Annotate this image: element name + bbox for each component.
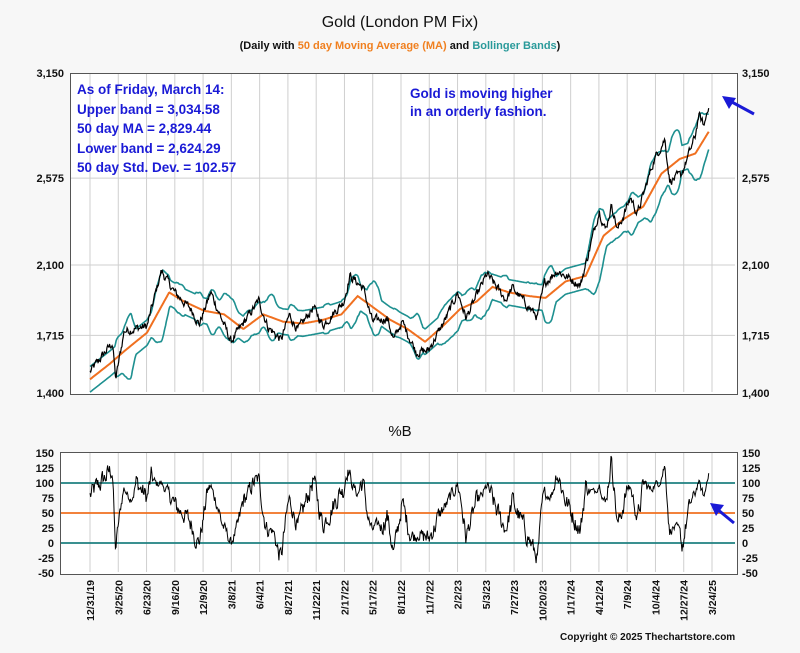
- percent-b-tick-label-right: 0: [742, 538, 748, 550]
- x-tick-label: 6/4/21: [255, 580, 267, 609]
- percent-b-tick-label-right: 75: [742, 493, 754, 505]
- x-tick-label: 2/17/22: [339, 580, 351, 615]
- price-tick-label-right: 3,150: [742, 68, 770, 80]
- percent-b-tick-label-left: 125: [36, 463, 54, 475]
- percent-b-tick-label-right: 100: [742, 478, 760, 490]
- stats-line-upper: Upper band = 3,034.58: [77, 101, 220, 117]
- percent-b-arrow-shaft: [716, 507, 735, 525]
- price-tick-label-right: 2,100: [742, 260, 770, 272]
- x-tick-label: 12/9/20: [198, 580, 210, 615]
- percent-b-tick-label-right: 25: [742, 523, 754, 535]
- moving-average-line: [89, 131, 710, 381]
- chart-subtitle: (Daily with 50 day Moving Average (MA) a…: [0, 40, 800, 52]
- price-tick-label-left: 1,400: [36, 388, 64, 400]
- x-tick-label: 3/24/25: [707, 580, 719, 615]
- percent-b-tick-label-left: 0: [48, 538, 54, 550]
- x-tick-label: 12/31/19: [85, 580, 97, 621]
- price-panel: [70, 73, 738, 395]
- x-tick-label: 11/22/21: [311, 580, 323, 620]
- percent-b-tick-label-left: 50: [42, 508, 54, 520]
- upper-bollinger-band-line: [89, 112, 709, 368]
- percent-b-tick-label-left: 100: [36, 478, 54, 490]
- percent-b-arrow-head: [710, 503, 724, 516]
- x-tick-label: 9/16/20: [170, 580, 182, 615]
- percent-b-tick-label-right: -50: [742, 568, 758, 580]
- gold-price-line: [89, 107, 710, 379]
- trend-note-line-2: in an orderly fashion.: [410, 104, 547, 119]
- stats-line-date: As of Friday, March 14:: [77, 82, 225, 97]
- percent-b-tick-label-left: 75: [42, 493, 54, 505]
- percent-b-tick-label-right: -25: [742, 553, 758, 565]
- price-arrow-head: [722, 96, 736, 109]
- stats-line-ma: 50 day MA = 2,829.44: [77, 121, 212, 136]
- percent-b-tick-label-right: 150: [742, 448, 760, 460]
- price-tick-label-right: 1,715: [742, 330, 770, 342]
- price-tick-label-right: 2,575: [742, 173, 770, 185]
- price-arrow-shaft: [729, 99, 755, 116]
- x-tick-label: 5/17/22: [368, 580, 380, 615]
- stats-line-lower: Lower band = 2,624.29: [77, 140, 221, 156]
- x-tick-label: 3/25/20: [113, 580, 125, 615]
- x-tick-label: 6/23/20: [142, 580, 154, 615]
- subtitle-prefix: (Daily with: [239, 40, 298, 52]
- price-tick-label-right: 1,400: [742, 388, 770, 400]
- subtitle-mid: and: [446, 40, 473, 52]
- percent-b-line: [89, 455, 710, 564]
- price-tick-label-left: 3,150: [36, 68, 64, 80]
- lower-bollinger-band-line: [89, 149, 710, 393]
- subtitle-ma: 50 day Moving Average (MA): [297, 40, 447, 52]
- stats-line-stddev: 50 day Std. Dev. = 102.57: [77, 160, 237, 175]
- x-tick-label: 4/12/24: [594, 580, 606, 615]
- percent-b-tick-label-right: 125: [742, 463, 760, 475]
- percent-b-title: %B: [388, 423, 412, 440]
- x-tick-label: 10/4/24: [650, 580, 662, 615]
- percent-b-tick-label-left: -50: [38, 568, 54, 580]
- x-tick-label: 5/3/23: [481, 580, 493, 609]
- x-tick-label: 8/11/22: [396, 580, 408, 615]
- x-tick-label: 7/27/23: [509, 580, 521, 615]
- chart-title: Gold (London PM Fix): [321, 14, 479, 31]
- price-tick-label-left: 1,715: [36, 330, 64, 342]
- trend-note-line-1: Gold is moving higher: [410, 86, 553, 101]
- price-tick-label-left: 2,575: [36, 173, 64, 185]
- x-tick-label: 11/7/22: [424, 580, 436, 615]
- stats-annotation: As of Friday, March 14: Upper band = 3,0…: [77, 80, 236, 178]
- subtitle-bb: Bollinger Bands: [472, 40, 557, 52]
- subtitle-suffix: ): [556, 40, 561, 52]
- x-tick-label: 3/8/21: [226, 580, 238, 609]
- percent-b-tick-label-right: 50: [742, 508, 754, 520]
- price-tick-label-left: 2,100: [36, 260, 64, 272]
- x-tick-label: 10/20/23: [537, 580, 549, 621]
- x-tick-label: 12/27/24: [679, 580, 691, 621]
- trend-note: Gold is moving higher in an orderly fash…: [410, 85, 553, 121]
- copyright: Copyright © 2025 Thechartstore.com: [560, 632, 736, 643]
- x-tick-label: 1/17/24: [566, 580, 578, 615]
- x-tick-label: 2/2/23: [453, 580, 465, 609]
- x-tick-label: 8/27/21: [283, 580, 295, 615]
- percent-b-tick-label-left: 25: [42, 523, 54, 535]
- x-tick-label: 7/9/24: [622, 580, 634, 609]
- percent-b-tick-label-left: -25: [38, 553, 54, 565]
- percent-b-tick-label-left: 150: [36, 448, 54, 460]
